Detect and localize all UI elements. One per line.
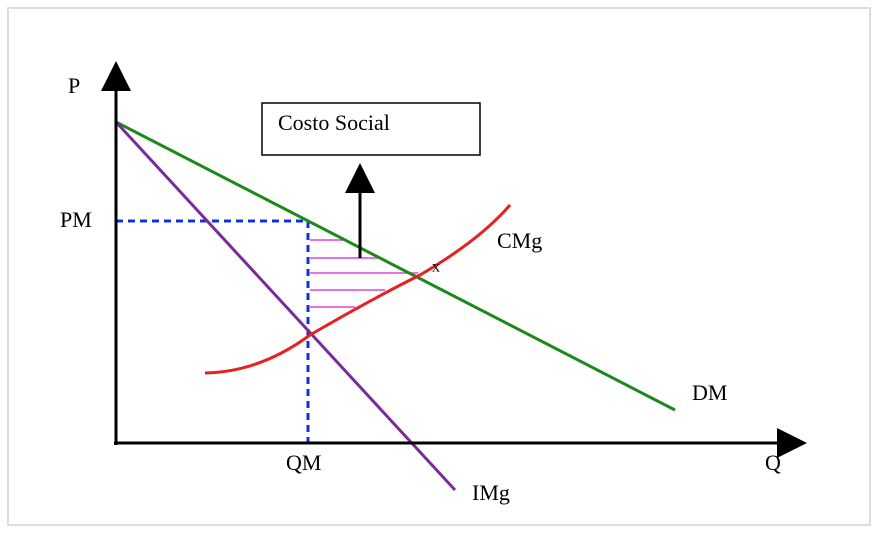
hatch [310, 239, 418, 308]
mc-curve [204, 204, 512, 375]
qm-label: QM [286, 450, 321, 475]
box [261, 102, 481, 156]
demand-line [115, 120, 676, 412]
box-label: Costo Social [278, 110, 390, 135]
mc-label: CMg [497, 228, 542, 253]
y-label: P [68, 73, 80, 98]
mr-line [114, 120, 457, 492]
intersection-label: x [432, 259, 440, 276]
x-label: Q [765, 450, 781, 475]
frame [7, 7, 871, 526]
pm-label: PM [60, 207, 92, 232]
demand-label: DM [692, 380, 727, 405]
mr-label: IMg [472, 480, 510, 505]
